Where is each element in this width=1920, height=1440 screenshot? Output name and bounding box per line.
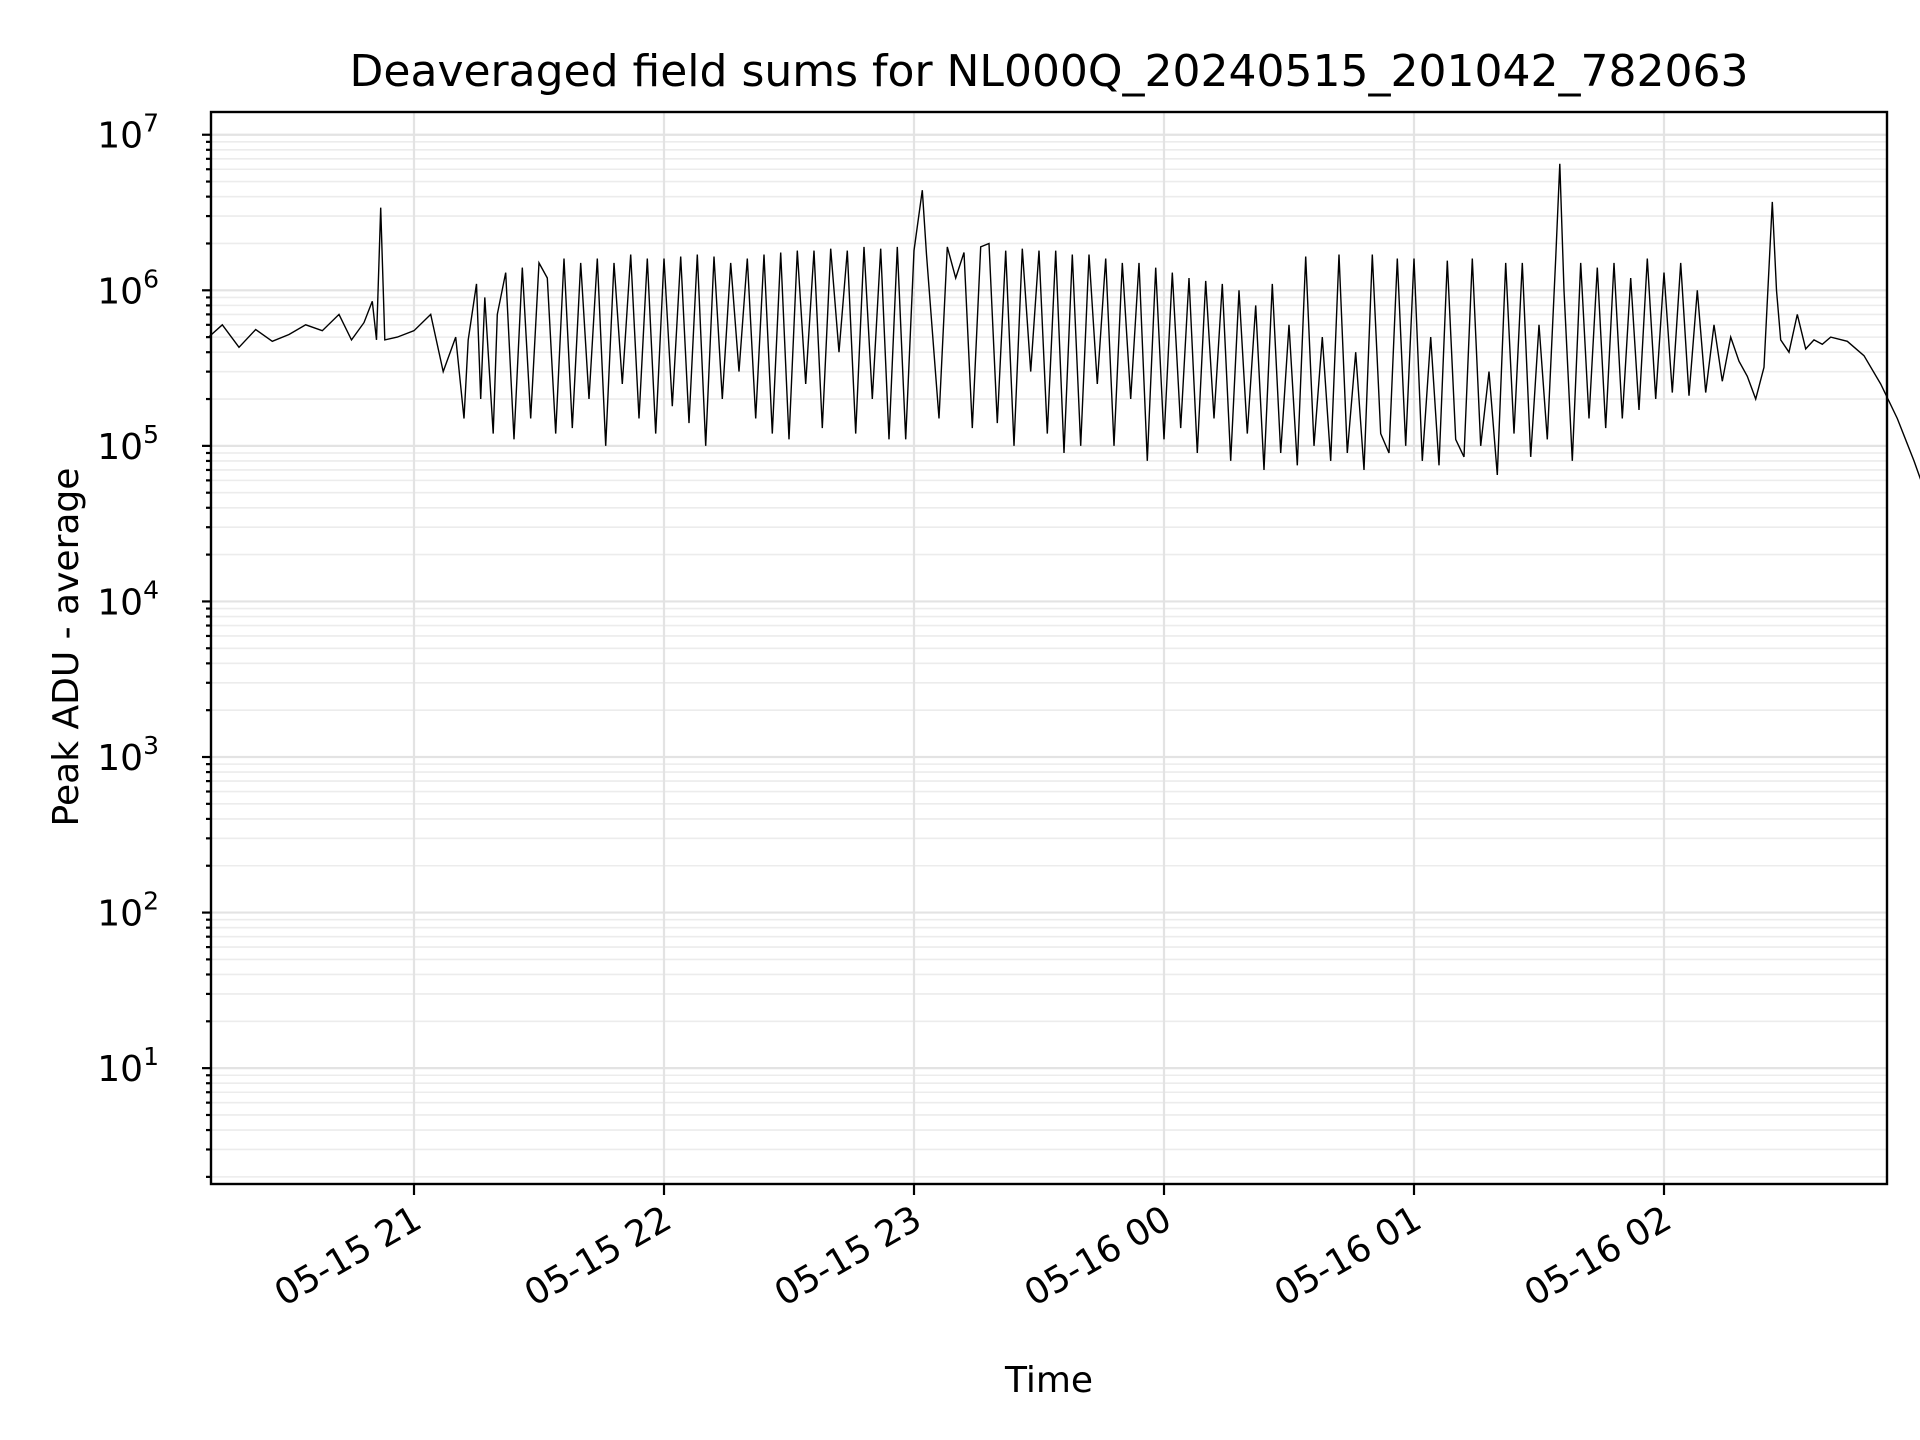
y-tick-label: 103 (97, 731, 159, 779)
y-axis: 101 102 103 104 105 106 107 (97, 109, 211, 1178)
x-tick-label: 05-15 21 (268, 1198, 429, 1314)
y-tick-label: 106 (97, 264, 159, 312)
chart-title: Deaveraged field sums for NL000Q_2024051… (350, 46, 1749, 97)
y-tick-label: 105 (97, 420, 159, 468)
y-tick-label: 102 (97, 887, 159, 935)
y-tick-label: 101 (97, 1042, 159, 1090)
x-tick-label: 05-15 22 (518, 1198, 679, 1314)
x-axis-label: Time (1004, 1360, 1093, 1401)
series-layer (208, 163, 1920, 480)
x-tick-label: 05-16 01 (1268, 1198, 1429, 1314)
x-axis: 05-15 21 05-15 22 05-15 23 05-16 00 05-16 01… (268, 1184, 1679, 1315)
x-tick-label: 05-16 02 (1518, 1198, 1679, 1314)
x-tick-label: 05-15 23 (768, 1198, 929, 1314)
y-tick-label: 104 (97, 575, 159, 623)
y-tick-label: 107 (97, 109, 159, 157)
grid (211, 112, 1887, 1184)
x-tick-label: 05-16 00 (1018, 1198, 1179, 1314)
y-axis-label: Peak ADU - average (46, 468, 87, 827)
series-line (208, 163, 1920, 480)
